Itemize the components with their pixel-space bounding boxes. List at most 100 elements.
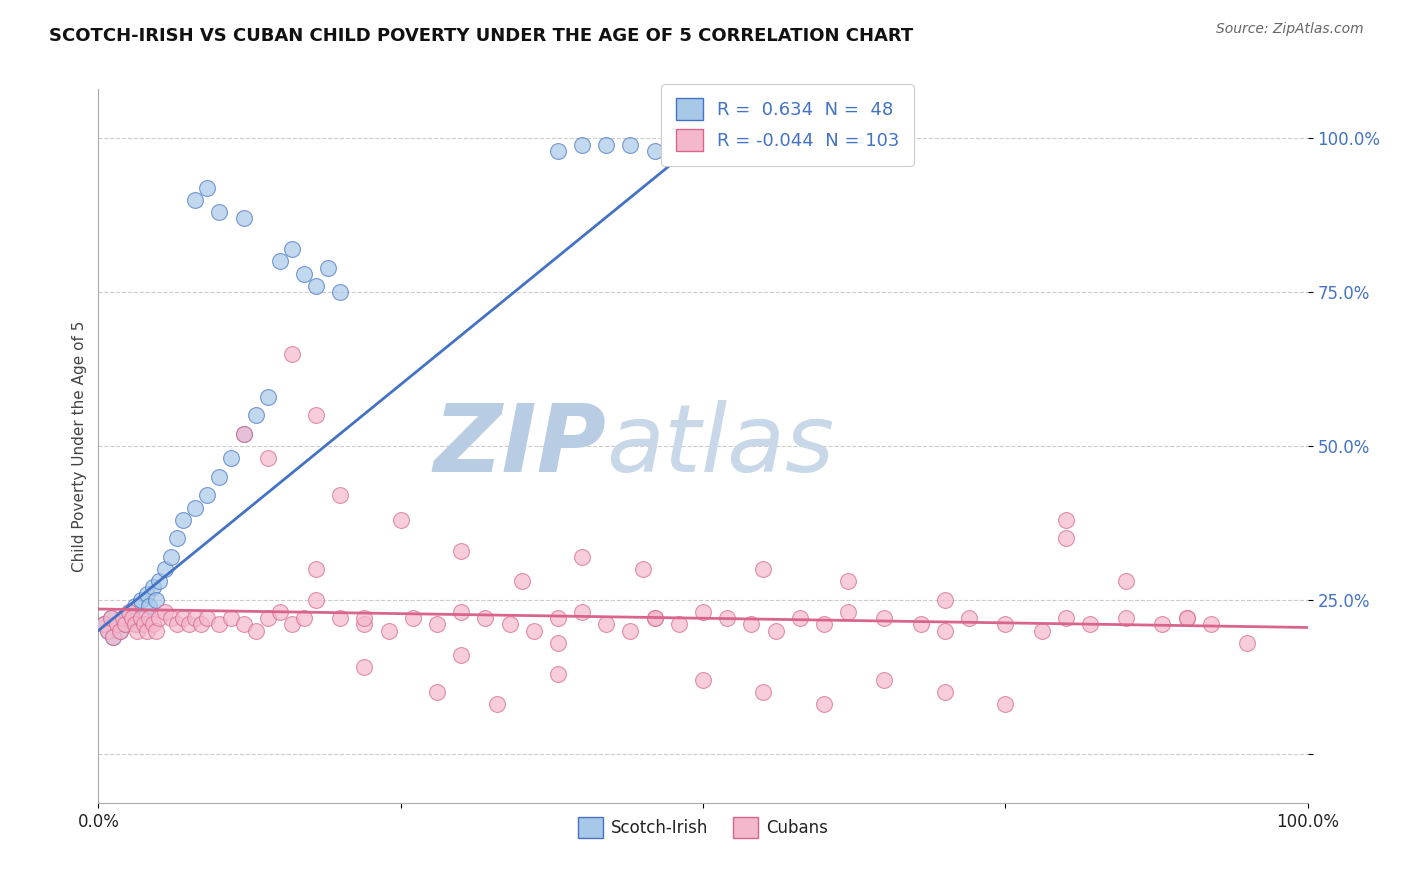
Point	[692, 605, 714, 619]
Point	[716, 144, 738, 158]
Point	[619, 137, 641, 152]
Point	[269, 605, 291, 619]
Point	[353, 660, 375, 674]
Point	[105, 617, 128, 632]
Point	[138, 611, 160, 625]
Point	[305, 279, 328, 293]
Point	[179, 617, 201, 632]
Text: atlas: atlas	[606, 401, 835, 491]
Point	[127, 617, 149, 632]
Point	[1236, 636, 1258, 650]
Point	[256, 451, 278, 466]
Point	[631, 562, 654, 576]
Text: ZIP: ZIP	[433, 400, 606, 492]
Point	[190, 617, 212, 632]
Point	[1199, 617, 1222, 632]
Point	[450, 543, 472, 558]
Point	[142, 617, 165, 632]
Point	[571, 137, 593, 152]
Point	[172, 611, 194, 625]
Point	[148, 574, 170, 589]
Point	[111, 611, 134, 625]
Point	[450, 605, 472, 619]
Point	[547, 144, 569, 158]
Point	[450, 648, 472, 662]
Point	[813, 617, 835, 632]
Point	[160, 549, 183, 564]
Point	[644, 611, 666, 625]
Point	[208, 469, 231, 483]
Point	[135, 624, 157, 638]
Point	[668, 137, 690, 152]
Point	[329, 611, 352, 625]
Point	[1152, 617, 1174, 632]
Point	[134, 617, 156, 632]
Point	[994, 698, 1017, 712]
Point	[1115, 574, 1137, 589]
Legend: Scotch-Irish, Cubans: Scotch-Irish, Cubans	[571, 811, 835, 845]
Point	[134, 611, 156, 625]
Point	[111, 611, 134, 625]
Point	[498, 617, 520, 632]
Point	[789, 611, 811, 625]
Point	[269, 254, 291, 268]
Text: Source: ZipAtlas.com: Source: ZipAtlas.com	[1216, 22, 1364, 37]
Point	[232, 426, 254, 441]
Point	[353, 617, 375, 632]
Point	[668, 617, 690, 632]
Point	[195, 180, 218, 194]
Point	[571, 549, 593, 564]
Point	[292, 611, 315, 625]
Point	[135, 587, 157, 601]
Point	[256, 611, 278, 625]
Point	[716, 611, 738, 625]
Point	[127, 624, 149, 638]
Point	[813, 698, 835, 712]
Point	[873, 673, 896, 687]
Point	[934, 592, 956, 607]
Point	[232, 426, 254, 441]
Point	[184, 611, 207, 625]
Point	[195, 611, 218, 625]
Point	[153, 605, 176, 619]
Point	[426, 685, 449, 699]
Point	[595, 137, 617, 152]
Point	[752, 562, 775, 576]
Point	[1175, 611, 1198, 625]
Point	[934, 624, 956, 638]
Point	[305, 592, 328, 607]
Point	[172, 513, 194, 527]
Point	[994, 617, 1017, 632]
Point	[1054, 513, 1077, 527]
Point	[124, 599, 146, 613]
Point	[108, 624, 131, 638]
Point	[1054, 531, 1077, 545]
Point	[692, 137, 714, 152]
Point	[1078, 617, 1101, 632]
Point	[245, 624, 267, 638]
Point	[232, 617, 254, 632]
Point	[208, 205, 231, 219]
Point	[121, 611, 143, 625]
Point	[138, 599, 160, 613]
Point	[910, 617, 932, 632]
Point	[166, 531, 188, 545]
Point	[245, 409, 267, 423]
Point	[105, 617, 128, 632]
Point	[129, 592, 152, 607]
Point	[571, 605, 593, 619]
Point	[292, 267, 315, 281]
Point	[934, 685, 956, 699]
Point	[184, 500, 207, 515]
Point	[389, 513, 412, 527]
Point	[547, 666, 569, 681]
Point	[114, 617, 136, 632]
Point	[232, 211, 254, 226]
Point	[329, 488, 352, 502]
Point	[644, 144, 666, 158]
Point	[523, 624, 546, 638]
Point	[100, 611, 122, 625]
Point	[124, 617, 146, 632]
Point	[166, 617, 188, 632]
Point	[329, 285, 352, 300]
